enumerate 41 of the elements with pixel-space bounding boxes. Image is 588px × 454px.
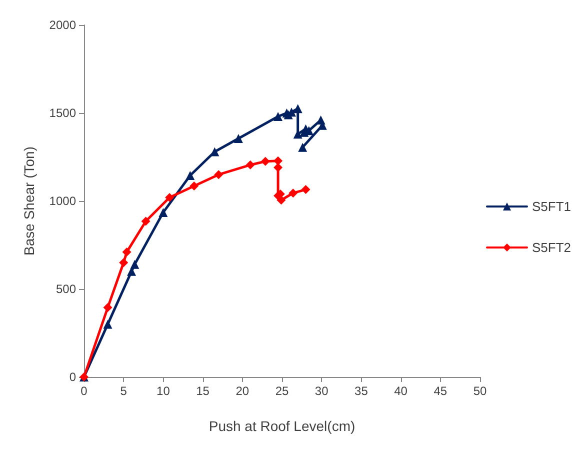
point: [301, 185, 310, 194]
legend-label: S5FT1: [532, 199, 572, 214]
point: [119, 258, 128, 268]
x-tick-label: 30: [314, 384, 329, 398]
x-tick-label: 25: [275, 384, 289, 398]
point: [141, 216, 150, 226]
x-tick-label: 35: [354, 384, 368, 398]
point: [288, 188, 298, 198]
point: [276, 196, 286, 205]
y-tick-label: 1000: [49, 194, 76, 208]
x-tick-label: 50: [473, 384, 487, 398]
point: [234, 134, 243, 144]
y-tick-label: 1500: [49, 106, 76, 120]
point: [158, 208, 168, 217]
y-tick-label: 0: [69, 370, 76, 384]
y-tick-label: 500: [56, 282, 76, 296]
point: [103, 302, 112, 312]
point: [274, 112, 283, 122]
point: [190, 182, 199, 191]
legend-label: S5FT2: [532, 240, 572, 255]
x-tick-label: 0: [80, 384, 88, 398]
point: [274, 156, 283, 166]
x-tick-label: 15: [196, 384, 210, 398]
x-tick-label: 20: [236, 384, 250, 398]
y-tick-label: 2000: [49, 18, 76, 32]
point: [214, 170, 224, 180]
point: [130, 260, 140, 269]
x-axis-title: Push at Roof Level(cm): [208, 418, 356, 434]
point: [103, 320, 112, 329]
point: [293, 104, 302, 114]
y-axis-title: Base Shear (Ton): [21, 146, 37, 256]
point: [122, 248, 132, 257]
point: [298, 142, 308, 152]
x-tick-label: 45: [434, 384, 448, 398]
point: [165, 192, 174, 202]
x-tick-label: 5: [120, 384, 128, 398]
point: [260, 156, 270, 166]
x-tick-label: 40: [394, 384, 408, 398]
point: [246, 160, 255, 170]
point: [186, 170, 195, 180]
x-tick-label: 10: [156, 384, 170, 398]
